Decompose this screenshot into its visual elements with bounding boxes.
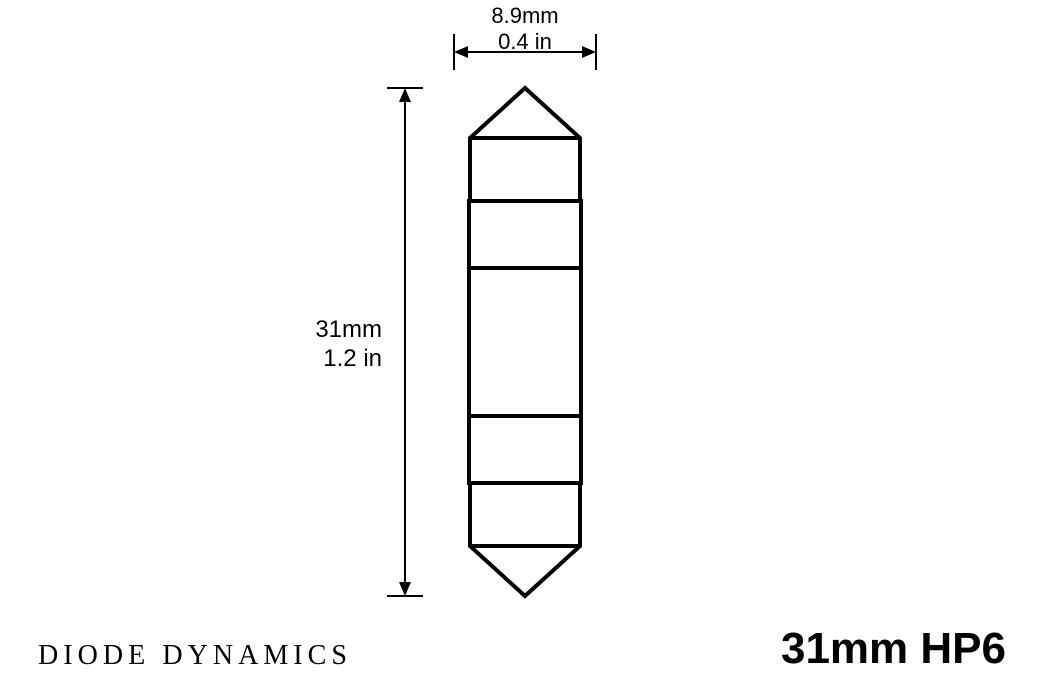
height-in: 1.2 in <box>315 345 382 374</box>
product-text: 31mm HP6 <box>781 624 1006 674</box>
bulb-outline <box>469 88 581 596</box>
height-label: 31mm 1.2 in <box>315 316 382 374</box>
width-mm: 8.9mm <box>491 3 558 29</box>
width-in: 0.4 in <box>491 29 558 55</box>
diagram-svg <box>0 0 1050 700</box>
brand-text: DIODE DYNAMICS <box>38 640 352 672</box>
height-mm: 31mm <box>315 316 382 345</box>
diagram-canvas: 8.9mm 0.4 in 31mm 1.2 in DIODE DYNAMICS … <box>0 0 1050 700</box>
width-label: 8.9mm 0.4 in <box>491 3 558 56</box>
height-dimension <box>387 88 423 596</box>
